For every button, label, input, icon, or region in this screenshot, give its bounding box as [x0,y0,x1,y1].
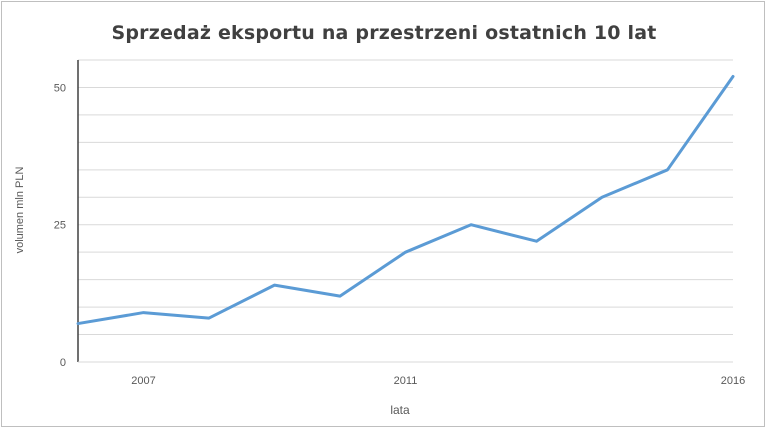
y-axis-label-wrap: volumen mln PLN [10,130,30,290]
y-axis-label: volumen mln PLN [14,166,26,254]
chart-title: Sprzedaż eksportu na przestrzeni ostatni… [111,22,657,44]
series-line [76,74,735,326]
x-tick-labels: 2007 2011 2016 [131,375,745,387]
y-tick-label: 0 [60,357,66,369]
series-layer [76,74,735,326]
y-tick-label: 25 [54,220,66,232]
grid-lines [78,59,733,336]
y-tick-label: 50 [54,82,66,94]
x-tick-label: 2007 [131,375,155,387]
x-axis-label: lata [390,403,410,417]
y-tick-labels: 0 25 50 [54,82,66,369]
x-tick-label: 2016 [721,375,745,387]
x-tick-label: 2011 [394,375,418,387]
